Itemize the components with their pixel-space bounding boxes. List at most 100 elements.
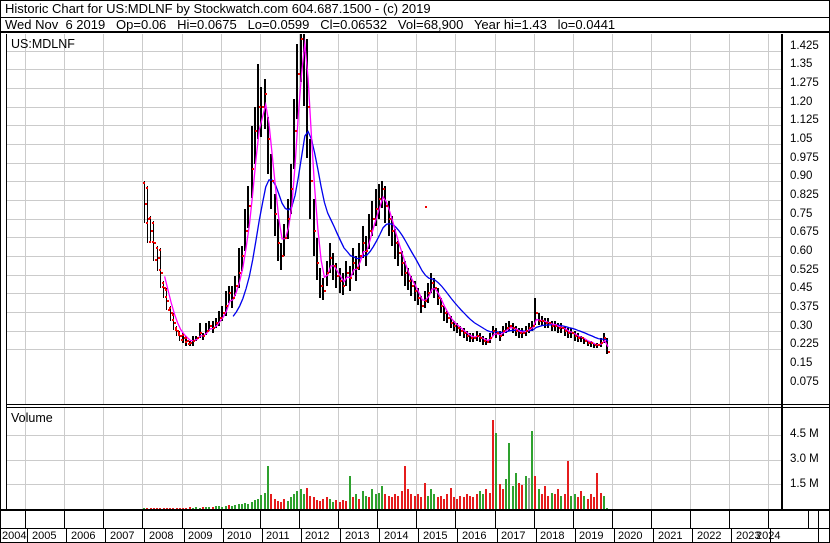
volume-tick-label: 3.0 M (790, 453, 819, 465)
price-tick-label: 0.90 (790, 170, 813, 182)
quote-summary: Wed Nov 6 2019 Op=0.06 Hi=0.0675 Lo=0.05… (5, 17, 616, 32)
x-axis-tick (534, 511, 535, 528)
volume-pane-canvas (6, 408, 782, 509)
year-label-separator (184, 529, 185, 542)
price-tick-label: 0.225 (790, 338, 819, 350)
x-axis-tick (221, 511, 222, 528)
x-axis-tick (25, 511, 26, 528)
year-label-separator (457, 529, 458, 542)
year-label-separator (536, 529, 537, 542)
year-label: 2008 (149, 530, 174, 542)
price-tick-label: 1.125 (790, 114, 819, 126)
x-axis-tick (416, 511, 417, 528)
plot-left-border (6, 34, 7, 511)
price-tick-label: 0.60 (790, 245, 813, 257)
volume-tick-label: 4.5 M (790, 428, 819, 440)
x-axis-tick (455, 511, 456, 528)
year-label: 2015 (423, 530, 448, 542)
x-axis-tick (573, 511, 574, 528)
x-axis-row-divider (1, 528, 829, 529)
year-label-separator (379, 529, 380, 542)
year-label: 2014 (384, 530, 409, 542)
year-label: 2017 (501, 530, 526, 542)
year-label-separator (223, 529, 224, 542)
year-label: 2021 (658, 530, 683, 542)
header-divider-2 (1, 31, 829, 33)
year-label: 2007 (110, 530, 135, 542)
x-axis-tick (612, 511, 613, 528)
year-label-separator (105, 529, 106, 542)
price-tick-label: 0.075 (790, 376, 819, 388)
year-label-separator (418, 529, 419, 542)
year-label: 2013 (345, 530, 370, 542)
year-label: 2022 (697, 530, 722, 542)
year-label: 2016 (462, 530, 487, 542)
year-label-separator (614, 529, 615, 542)
price-tick-label: 0.525 (790, 264, 819, 276)
price-tick-label: 1.35 (790, 58, 813, 70)
year-label: 2012 (305, 530, 330, 542)
year-label-separator (575, 529, 576, 542)
chart-title: Historic Chart for US:MDLNF by Stockwatc… (5, 1, 431, 16)
price-tick-label: 0.45 (790, 282, 813, 294)
header-divider-1 (1, 17, 829, 18)
price-tick-label: 0.30 (790, 320, 813, 332)
x-axis-tick (377, 511, 378, 528)
x-axis-tick (338, 511, 339, 528)
year-label: 2020 (618, 530, 643, 542)
price-tick-label: 0.375 (790, 301, 819, 313)
x-axis-tick (142, 511, 143, 528)
x-axis-tick (729, 511, 730, 528)
x-axis-tick (103, 511, 104, 528)
volume-tick-label: 1.5 M (790, 478, 819, 490)
year-label-separator (262, 529, 263, 542)
plot-right-border (781, 34, 783, 511)
price-tick-label: 0.825 (790, 189, 819, 201)
year-label: 2006 (71, 530, 96, 542)
year-label: 2023 (736, 530, 761, 542)
x-axis-tick (182, 511, 183, 528)
year-label-separator (770, 529, 771, 542)
volume-pane-label: Volume (11, 411, 53, 425)
x-axis-baseline (1, 509, 829, 511)
year-label: 2018 (540, 530, 565, 542)
price-tick-label: 1.425 (790, 40, 819, 52)
year-label-separator (653, 529, 654, 542)
year-label: 2004 (2, 530, 27, 542)
price-tick-label: 1.20 (790, 96, 813, 108)
price-tick-label: 0.675 (790, 226, 819, 238)
year-label-separator (731, 529, 732, 542)
price-tick-label: 1.05 (790, 133, 813, 145)
year-label-separator (497, 529, 498, 542)
price-tick-label: 0.75 (790, 208, 813, 220)
symbol-label: US:MDLNF (11, 37, 75, 51)
year-label-separator (144, 529, 145, 542)
year-label: 2024 (756, 530, 781, 542)
year-label-separator (301, 529, 302, 542)
year-label-separator (66, 529, 67, 542)
x-axis-tick (690, 511, 691, 528)
price-tick-label: 0.15 (790, 357, 813, 369)
year-label: 2009 (188, 530, 213, 542)
x-axis-right-cap (818, 511, 819, 542)
x-axis-tick (64, 511, 65, 528)
x-axis-tick (768, 511, 769, 528)
year-label-separator (340, 529, 341, 542)
price-pane-canvas (6, 34, 782, 404)
x-axis-tick (495, 511, 496, 528)
year-label-separator (27, 529, 28, 542)
x-axis-tick (808, 511, 809, 528)
year-label: 2010 (227, 530, 252, 542)
year-label: 2019 (579, 530, 604, 542)
price-tick-label: 1.275 (790, 77, 819, 89)
year-label: 2011 (266, 530, 290, 542)
pane-divider-bottom (6, 407, 829, 408)
x-axis-tick (260, 511, 261, 528)
year-label: 2005 (32, 530, 57, 542)
year-label-separator (692, 529, 693, 542)
x-axis-tick (651, 511, 652, 528)
price-tick-label: 0.975 (790, 152, 819, 164)
x-axis-tick (299, 511, 300, 528)
pane-divider-top (6, 404, 829, 405)
